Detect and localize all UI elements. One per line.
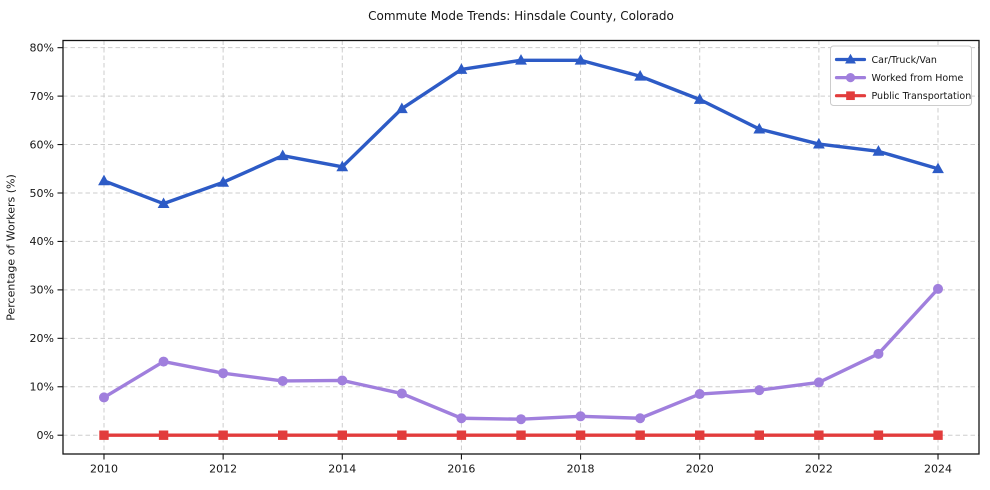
data-point-marker-public-transportation <box>337 430 347 440</box>
y-tick-label: 40% <box>30 235 54 248</box>
x-tick-label: 2016 <box>447 463 475 476</box>
x-tick-label: 2010 <box>90 463 118 476</box>
data-point-marker-public-transportation <box>456 430 467 440</box>
data-point-marker-worked-from-home <box>516 414 526 425</box>
x-tick-label: 2018 <box>567 463 595 476</box>
data-point-marker-public-transportation <box>575 430 586 440</box>
y-tick-label: 50% <box>30 187 54 200</box>
data-point-marker-public-transportation <box>158 430 169 440</box>
data-point-marker-car-truck-van <box>395 102 408 114</box>
data-point-marker-worked-from-home <box>396 388 407 399</box>
legend-item-car-truck-van: Car/Truck/Van <box>834 53 937 66</box>
data-point-marker-worked-from-home <box>456 413 467 424</box>
data-point-marker-worked-from-home <box>218 368 229 379</box>
data-point-marker-public-transportation <box>99 430 109 440</box>
series-line-worked-from-home <box>102 287 940 421</box>
series-car-truck-van <box>98 54 944 209</box>
data-point-marker-public-transportation <box>754 430 764 440</box>
data-point-marker-worked-from-home <box>635 413 646 424</box>
y-tick-label: 70% <box>30 90 54 103</box>
y-tick-label: 0% <box>37 429 54 442</box>
gridlines <box>63 40 979 454</box>
data-point-marker-worked-from-home <box>754 385 765 396</box>
data-point-marker-public-transportation <box>635 430 645 440</box>
data-point-marker-public-transportation <box>397 430 407 440</box>
series-public-transportation <box>99 430 943 440</box>
data-point-marker-car-truck-van <box>932 162 944 174</box>
plot-border <box>62 39 980 455</box>
legend-item-worked-from-home: Worked from Home <box>834 73 964 84</box>
legend-marker-square-icon <box>846 91 855 101</box>
x-tick-label: 2012 <box>209 463 237 476</box>
data-point-marker-worked-from-home <box>337 375 348 386</box>
data-point-marker-worked-from-home <box>813 377 824 388</box>
series-worked-from-home <box>98 283 944 425</box>
data-point-marker-worked-from-home <box>277 375 288 386</box>
chart-title: Commute Mode Trends: Hinsdale County, Co… <box>368 9 674 23</box>
data-point-marker-car-truck-van <box>753 122 766 134</box>
legend-label: Car/Truck/Van <box>872 55 937 66</box>
data-point-marker-car-truck-van <box>634 70 647 81</box>
data-point-marker-car-truck-van <box>336 160 349 172</box>
y-tick-label: 20% <box>30 332 54 345</box>
data-point-marker-public-transportation <box>933 430 943 440</box>
x-tick-label: 2020 <box>686 463 714 476</box>
x-tick-label: 2022 <box>805 463 833 476</box>
data-point-marker-car-truck-van <box>98 174 110 186</box>
legend-marker-circle-icon <box>845 73 856 83</box>
legend-box <box>830 45 972 106</box>
data-point-marker-worked-from-home <box>158 356 169 367</box>
data-point-marker-car-truck-van <box>217 176 230 187</box>
data-point-marker-public-transportation <box>516 430 526 440</box>
y-tick-label: 30% <box>30 284 54 297</box>
data-point-marker-worked-from-home <box>873 348 884 359</box>
legend-label: Worked from Home <box>872 73 964 84</box>
legend: Car/Truck/Van Worked from Home Public Tran… <box>830 45 972 106</box>
data-point-marker-public-transportation <box>218 430 228 440</box>
data-point-marker-public-transportation <box>873 430 884 440</box>
data-point-marker-car-truck-van <box>574 54 587 65</box>
legend-item-public-transportation: Public Transportation <box>834 91 972 102</box>
data-point-marker-public-transportation <box>695 430 705 440</box>
legend-marker-triangle-icon <box>845 53 856 64</box>
data-point-marker-public-transportation <box>278 430 288 440</box>
data-point-marker-worked-from-home <box>575 411 586 422</box>
data-point-marker-worked-from-home <box>933 283 944 294</box>
data-point-marker-car-truck-van <box>812 137 825 149</box>
axis-ticks: 0% 10% 20% 30% 40% 50% 60% 70% 80% 2010 2012 2014 20… <box>30 41 952 475</box>
data-point-marker-car-truck-van <box>693 93 706 104</box>
y-tick-label: 10% <box>30 381 54 394</box>
data-point-marker-car-truck-van <box>872 145 885 156</box>
y-axis-label: Percentage of Workers (%) <box>5 174 18 321</box>
x-tick-label: 2014 <box>328 463 356 476</box>
data-point-marker-car-truck-van <box>276 149 289 161</box>
data-point-marker-worked-from-home <box>98 392 109 403</box>
data-series <box>98 54 944 440</box>
data-point-marker-public-transportation <box>814 430 824 440</box>
data-point-marker-car-truck-van <box>157 197 170 209</box>
x-tick-label: 2024 <box>924 463 952 476</box>
y-tick-label: 80% <box>30 41 54 54</box>
data-point-marker-car-truck-van <box>455 63 468 74</box>
y-tick-label: 60% <box>30 138 54 151</box>
data-point-marker-worked-from-home <box>694 389 705 400</box>
legend-label: Public Transportation <box>872 91 972 102</box>
series-line-car-truck-van <box>102 58 940 206</box>
data-point-marker-car-truck-van <box>515 54 527 65</box>
